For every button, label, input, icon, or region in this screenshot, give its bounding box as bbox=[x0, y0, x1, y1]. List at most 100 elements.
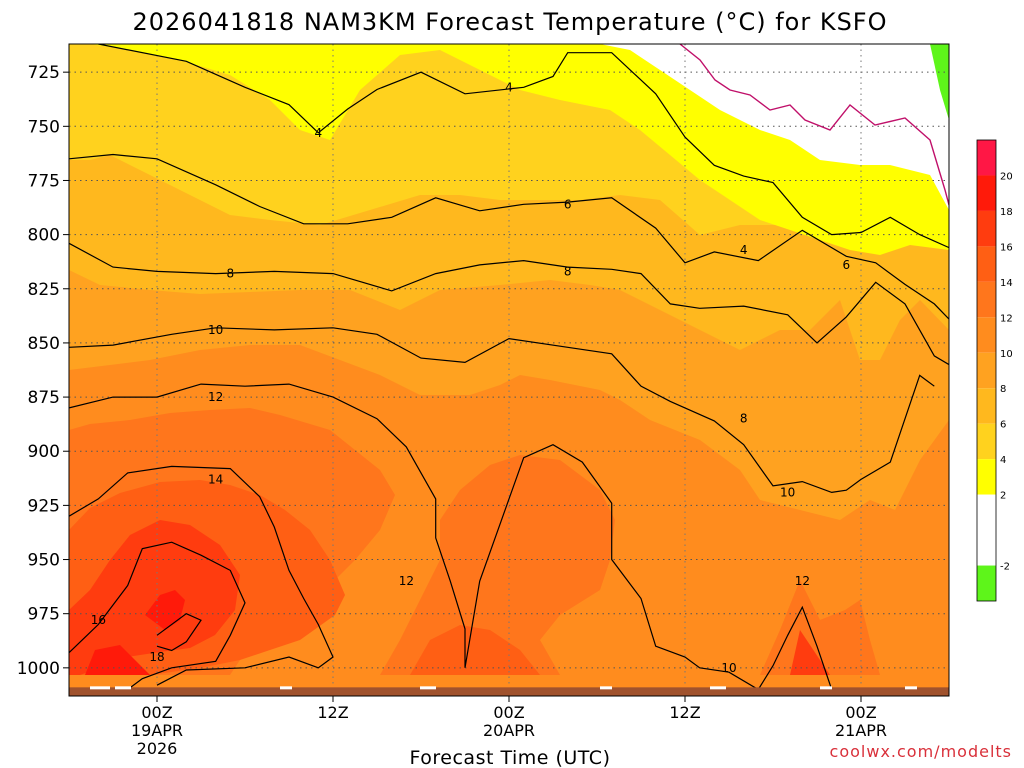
isotherm-label-12-0: 12 bbox=[208, 390, 223, 404]
isotherm-14 bbox=[69, 465, 334, 686]
y-tick-label-750: 750 bbox=[28, 117, 60, 137]
isotherm-label-10-1: 10 bbox=[780, 485, 795, 499]
colorbar-band-12-14 bbox=[977, 281, 996, 318]
colorbar-band-2-4 bbox=[977, 459, 996, 495]
colorbar-tick-6: 6 bbox=[1000, 420, 1006, 431]
ground-edge-0 bbox=[90, 686, 110, 690]
x-tick-label-24-0: 00Z bbox=[493, 703, 524, 722]
isotherm-label-4-2: 4 bbox=[740, 243, 748, 257]
isotherm-label-8-0: 8 bbox=[227, 267, 235, 281]
colorbar-band--2-2 bbox=[977, 494, 996, 566]
x-tick-label-0-2: 2026 bbox=[137, 739, 178, 758]
isotherm-label-10-2: 10 bbox=[721, 661, 736, 675]
isotherm-label-8-1: 8 bbox=[564, 264, 572, 278]
ground-edge-2 bbox=[280, 686, 292, 690]
isotherm-label-4-0: 4 bbox=[315, 126, 323, 140]
colorbar: 20 18 16 14 12 10 8 6 4 2 -2 bbox=[976, 139, 1013, 602]
isotherm-label-8-2: 8 bbox=[740, 412, 748, 426]
x-tick-label-0-0: 00Z bbox=[141, 703, 172, 722]
colorbar-frame bbox=[976, 139, 997, 602]
isotherm-label-14-0: 14 bbox=[208, 472, 223, 486]
colorbar-tick-10: 10 bbox=[1000, 349, 1013, 360]
ground-edge-4 bbox=[600, 686, 612, 690]
colorbar-band-8-10 bbox=[977, 352, 996, 389]
band-18-20-b bbox=[145, 590, 185, 630]
isotherm-8 bbox=[69, 242, 949, 366]
band-neg2-2 bbox=[930, 44, 949, 120]
colorbar-tick--2: -2 bbox=[1000, 562, 1010, 573]
ground-edge-6 bbox=[820, 686, 832, 690]
colorbar-tick-16: 16 bbox=[1000, 242, 1013, 253]
x-tick-label-48-1: 21APR bbox=[835, 721, 887, 740]
isotherm-4 bbox=[98, 44, 949, 249]
ground-layer bbox=[69, 686, 949, 696]
colorbar-tick-8: 8 bbox=[1000, 384, 1006, 395]
colorbar-band-10-12 bbox=[977, 317, 996, 353]
y-tick-label-725: 725 bbox=[28, 63, 60, 83]
band-14-16-c bbox=[410, 625, 540, 675]
y-tick-label-875: 875 bbox=[28, 388, 60, 408]
x-axis-label: Forecast Time (UTC) bbox=[410, 747, 611, 768]
y-tick-label-900: 900 bbox=[28, 442, 60, 462]
gridlines bbox=[69, 44, 949, 696]
isotherm-label-4-1: 4 bbox=[505, 80, 513, 94]
colorbar-tick-4: 4 bbox=[1000, 455, 1006, 466]
x-tick-label-48-0: 00Z bbox=[845, 703, 876, 722]
y-tick-label-850: 850 bbox=[28, 334, 60, 354]
colorbar-band-14-16 bbox=[977, 246, 996, 282]
colorbar-tick-2: 2 bbox=[1000, 491, 1006, 502]
y-tick-label-825: 825 bbox=[28, 280, 60, 300]
ground-edge-7 bbox=[905, 686, 917, 690]
band-18-20 bbox=[85, 645, 150, 675]
colorbar-band-6-8 bbox=[977, 388, 996, 424]
band-2-4 bbox=[600, 44, 949, 210]
isotherm-10 bbox=[69, 327, 935, 494]
isotherm-0 bbox=[679, 44, 949, 206]
y-tick-label-800: 800 bbox=[28, 226, 60, 246]
x-tick-label-36-0: 12Z bbox=[669, 703, 700, 722]
band-16-18 bbox=[69, 520, 240, 675]
y-tick-label-925: 925 bbox=[28, 496, 60, 516]
colorbar-band--4--2 bbox=[977, 565, 996, 601]
isotherm-label-12-1: 12 bbox=[399, 574, 414, 588]
y-tick-label-1000: 1000 bbox=[17, 659, 60, 679]
isotherm-18 bbox=[156, 613, 202, 652]
isotherm-label-6-0: 6 bbox=[564, 197, 572, 211]
isotherm-16 bbox=[69, 541, 246, 690]
plot-area: 4 4 4 6 6 8 8 8 10 10 10 12 12 12 14 16 18 bbox=[69, 44, 949, 696]
y-tick-label-975: 975 bbox=[28, 605, 60, 625]
colorbar-tick-18: 18 bbox=[1000, 207, 1013, 218]
colorbar-tick-12: 12 bbox=[1000, 313, 1013, 324]
chart-title: 2026041818 NAM3KM Forecast Temperature (… bbox=[133, 8, 888, 36]
ground-surface bbox=[69, 687, 949, 696]
colorbar-band-20-22 bbox=[977, 140, 996, 176]
y-axis: 725 750 775 800 825 850 875 900 925 950 975 1000 bbox=[17, 63, 69, 679]
colorbar-tick-14: 14 bbox=[1000, 278, 1013, 289]
isotherm-6 bbox=[69, 153, 949, 320]
y-tick-label-950: 950 bbox=[28, 551, 60, 571]
isotherm-label-10-0: 10 bbox=[208, 323, 223, 337]
band-16-18-right bbox=[790, 630, 830, 675]
isotherm-label-6-1: 6 bbox=[843, 258, 851, 272]
band-12-14-right bbox=[760, 580, 880, 675]
x-tick-label-24-1: 20APR bbox=[483, 721, 535, 740]
isotherm-lines bbox=[69, 44, 949, 691]
isotherm-labels: 4 4 4 6 6 8 8 8 10 10 10 12 12 12 14 16 18 bbox=[91, 80, 851, 675]
colorbar-band-16-18 bbox=[977, 210, 996, 247]
colorbar-tick-20: 20 bbox=[1000, 171, 1013, 182]
y-tick-label-775: 775 bbox=[28, 171, 60, 191]
x-tick-label-12-0: 12Z bbox=[317, 703, 348, 722]
ground-edge-1 bbox=[115, 686, 131, 690]
isotherm-12 bbox=[69, 383, 833, 691]
colorbar-band-18-20 bbox=[977, 175, 996, 211]
credit-text[interactable]: coolwx.com/modelts bbox=[830, 742, 1012, 761]
isotherm-label-16-0: 16 bbox=[91, 613, 106, 627]
isotherm-label-12-2: 12 bbox=[795, 574, 810, 588]
x-tick-label-0-1: 19APR bbox=[131, 721, 183, 740]
band-12-14-center bbox=[380, 455, 615, 675]
colorbar-band-4-6 bbox=[977, 423, 996, 460]
isotherm-label-18-0: 18 bbox=[149, 650, 164, 664]
ground-edge-5 bbox=[710, 686, 726, 690]
